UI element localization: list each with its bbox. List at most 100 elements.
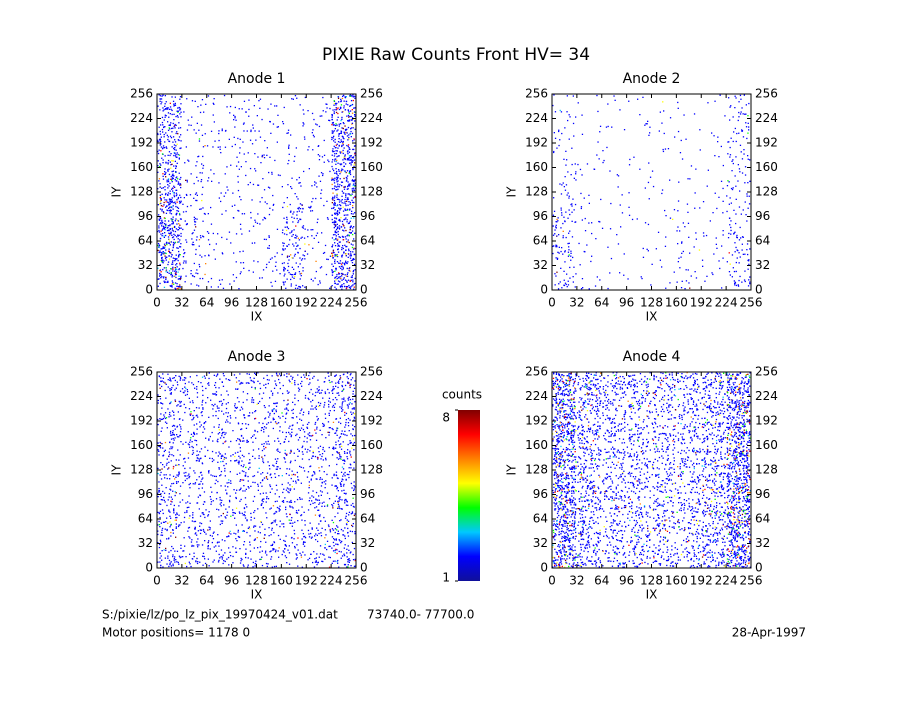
count-pixel (194, 472, 196, 474)
count-pixel (336, 173, 338, 175)
count-pixel (347, 222, 350, 225)
count-pixel (328, 431, 331, 434)
count-pixel (169, 102, 171, 104)
count-pixel (339, 236, 341, 239)
count-pixel (352, 258, 354, 261)
count-pixel (160, 205, 163, 207)
count-pixel (202, 236, 205, 238)
count-pixel (272, 194, 274, 197)
count-pixel (741, 158, 744, 160)
count-pixel (164, 389, 166, 392)
count-pixel (332, 137, 334, 139)
count-pixel (184, 411, 186, 414)
count-pixel (254, 510, 256, 512)
count-pixel (288, 431, 290, 434)
count-pixel (214, 258, 216, 260)
count-pixel (217, 480, 219, 483)
count-pixel (165, 276, 167, 278)
count-pixel (271, 566, 273, 568)
count-pixel (283, 262, 285, 264)
count-pixel (673, 209, 676, 211)
count-pixel (171, 498, 173, 500)
count-pixel (732, 187, 734, 189)
count-pixel (270, 132, 272, 134)
count-pixel (182, 465, 184, 467)
count-pixel (171, 127, 173, 130)
count-pixel (273, 541, 275, 543)
count-pixel (223, 436, 225, 439)
count-pixel (588, 194, 590, 196)
count-pixel (681, 252, 683, 254)
count-pixel (268, 247, 270, 249)
count-pixel (244, 490, 246, 492)
count-pixel (351, 193, 353, 195)
count-pixel (166, 271, 169, 273)
count-pixel (174, 102, 176, 105)
count-pixel (343, 192, 345, 194)
count-pixel (179, 284, 181, 286)
count-pixel (206, 231, 209, 233)
count-pixel (224, 540, 226, 542)
count-pixel (186, 179, 188, 181)
count-pixel (158, 524, 161, 526)
count-pixel (348, 476, 350, 479)
count-pixel (337, 230, 339, 233)
count-pixel (354, 184, 356, 186)
count-pixel (337, 526, 339, 528)
count-pixel (334, 212, 336, 214)
count-pixel (170, 380, 172, 382)
count-pixel (243, 267, 245, 269)
count-pixel (290, 134, 292, 136)
count-pixel (352, 227, 354, 229)
count-pixel (337, 226, 339, 228)
count-pixel (272, 123, 275, 125)
count-pixel (243, 470, 245, 473)
count-pixel (682, 222, 684, 224)
count-pixel (284, 497, 286, 499)
count-pixel (254, 525, 257, 527)
count-pixel (337, 180, 339, 182)
count-pixel (569, 230, 571, 232)
count-pixel (340, 207, 342, 210)
count-pixel (579, 168, 582, 171)
count-pixel (277, 422, 280, 424)
count-pixel (606, 146, 608, 149)
count-pixel (160, 493, 162, 495)
count-pixel (174, 203, 177, 205)
count-pixel (722, 230, 724, 232)
count-pixel (345, 504, 348, 506)
count-pixel (351, 524, 353, 527)
count-pixel (343, 107, 345, 109)
count-pixel (287, 409, 289, 412)
count-pixel (201, 487, 203, 489)
count-pixel (273, 565, 276, 568)
count-pixel (213, 374, 215, 376)
count-pixel (349, 270, 351, 272)
count-pixel (218, 132, 220, 135)
count-pixel (352, 168, 354, 171)
count-pixel (202, 164, 205, 167)
count-pixel (228, 482, 230, 484)
count-pixel (175, 464, 177, 466)
count-pixel (194, 387, 196, 389)
count-pixel (351, 285, 353, 287)
count-pixel (198, 263, 200, 266)
count-pixel (179, 434, 181, 437)
count-pixel (342, 95, 344, 97)
count-pixel (568, 195, 570, 197)
count-pixel (162, 175, 164, 177)
count-pixel (304, 535, 306, 538)
count-pixel (349, 220, 351, 222)
count-pixel (326, 540, 329, 542)
count-pixel (264, 417, 267, 419)
count-pixel (283, 399, 285, 402)
count-pixel (318, 523, 320, 525)
count-pixel (348, 138, 350, 140)
count-pixel (334, 141, 336, 143)
count-pixel (741, 172, 744, 174)
count-pixel (243, 153, 245, 155)
count-pixel (343, 489, 345, 491)
count-pixel (161, 116, 164, 119)
count-pixel (165, 234, 167, 237)
count-pixel (285, 473, 288, 475)
